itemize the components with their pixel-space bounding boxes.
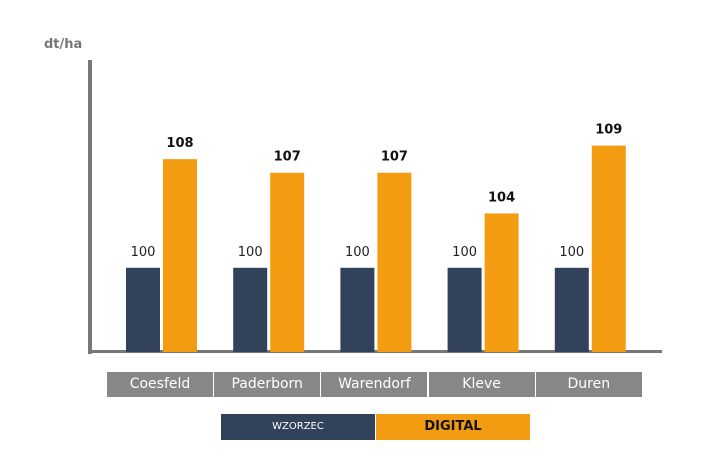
bar-wzorzec-paderborn [233, 267, 268, 352]
bar-digital-kleve [484, 213, 519, 352]
category-label: Warendorf [321, 372, 428, 397]
category-label: Kleve [428, 372, 535, 397]
bar-wzorzec-duren [554, 267, 589, 352]
bar-wzorzec-kleve [447, 267, 482, 352]
data-label: 100 [131, 245, 156, 260]
data-label: 108 [166, 136, 193, 151]
data-label: 100 [238, 245, 263, 260]
bar-digital-paderborn [270, 172, 305, 352]
data-label: 107 [381, 150, 408, 165]
data-label: 109 [595, 123, 622, 138]
data-label: 100 [345, 245, 370, 260]
legend-wzorzec: WZORZEC [221, 414, 375, 440]
y-axis-label: dt/ha [44, 37, 82, 52]
category-label: Duren [535, 372, 642, 397]
category-label: Coesfeld [107, 372, 213, 397]
bar-wzorzec-coesfeld [126, 267, 160, 352]
data-label: 104 [488, 190, 515, 205]
y-axis [88, 60, 92, 354]
bar-digital-warendorf [377, 172, 412, 352]
data-label: 100 [559, 245, 584, 260]
bar-wzorzec-warendorf [340, 267, 375, 352]
data-label: 100 [452, 245, 477, 260]
x-axis [88, 350, 662, 353]
data-label: 107 [274, 150, 301, 165]
legend-digital: DIGITAL [376, 414, 530, 440]
bar-digital-coesfeld [163, 159, 197, 352]
category-label: Paderborn [214, 372, 321, 397]
bar-digital-duren [591, 145, 626, 352]
